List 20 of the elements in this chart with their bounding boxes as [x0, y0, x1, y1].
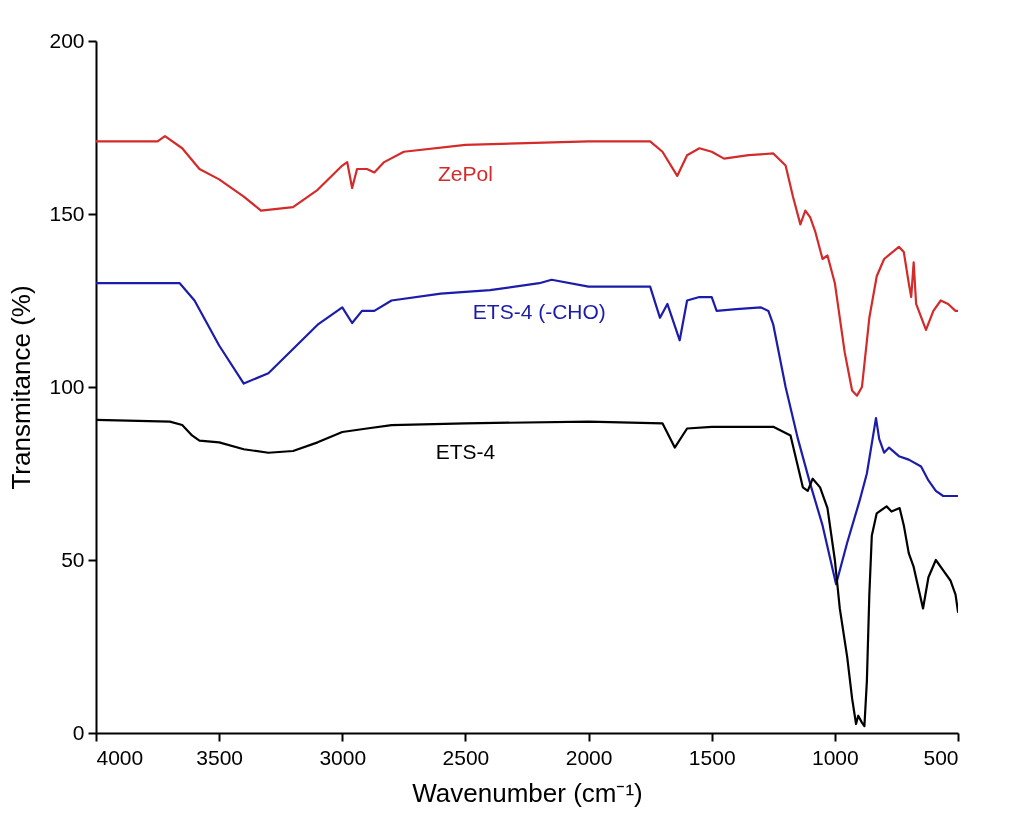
- x-axis-title: Wavenumber (cm⁻¹): [412, 777, 643, 808]
- x-tick-label: 1000: [812, 745, 859, 769]
- x-tick-label: 4000: [96, 745, 144, 769]
- x-tick-label: 3000: [319, 745, 367, 769]
- y-tick-label: 0: [72, 720, 85, 744]
- x-tick-label: 1500: [688, 745, 736, 769]
- y-tick-label: 50: [61, 547, 85, 571]
- series-label: ETS-4: [435, 440, 496, 464]
- y-tick-label: 150: [49, 201, 85, 225]
- y-axis-title: Transmitance (%): [6, 285, 37, 490]
- line-series: [96, 135, 958, 397]
- y-tick-label: 100: [49, 374, 85, 398]
- x-tick-label: 3500: [196, 745, 243, 769]
- x-tick-label: 2500: [442, 745, 490, 769]
- x-tick-label: 500: [923, 745, 959, 769]
- y-tick-label: 200: [49, 28, 85, 52]
- series-label: ZePol: [438, 161, 493, 185]
- series-label: ETS-4 (-CHO): [472, 300, 606, 324]
- line-series: [96, 278, 958, 586]
- x-tick-label: 2000: [565, 745, 613, 769]
